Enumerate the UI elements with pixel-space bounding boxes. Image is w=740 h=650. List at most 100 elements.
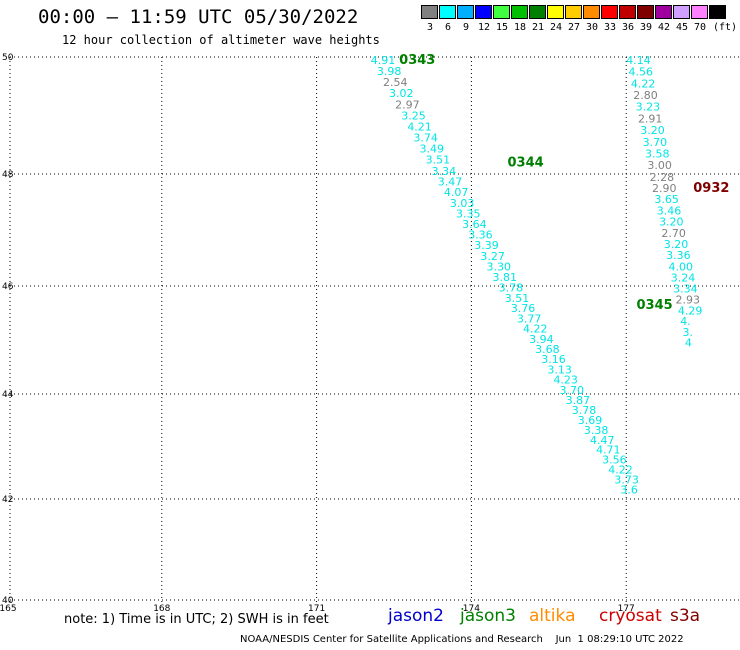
- satellite-label-altika: altika: [529, 606, 576, 626]
- swh-value: 4.56: [629, 66, 654, 79]
- color-swatch: [439, 5, 456, 19]
- color-swatch-label: 70: [693, 22, 707, 33]
- swh-value: 2.97: [395, 98, 420, 111]
- swh-value: 3.58: [645, 148, 670, 161]
- color-swatch-label: 18: [513, 22, 527, 33]
- pass-time-label: 0345: [637, 298, 673, 313]
- swh-value: 2.90: [652, 182, 677, 195]
- swh-value: 4.07: [444, 186, 469, 199]
- swh-value: 3.34: [432, 165, 457, 178]
- swh-value: 3.70: [643, 136, 668, 149]
- swh-value: 3.20: [664, 238, 689, 251]
- color-swatch-label: 33: [603, 22, 617, 33]
- swh-value: 3.94: [529, 333, 554, 346]
- swh-value: 4.00: [668, 260, 693, 273]
- lon-label: 165: [0, 604, 17, 614]
- swh-value: 3.74: [413, 132, 438, 145]
- swh-value: 4.47: [590, 434, 615, 447]
- swh-value: 3.25: [401, 109, 426, 122]
- swh-value: 3.81: [493, 271, 518, 284]
- color-swatch: [673, 5, 690, 19]
- satellite-label-cryosat: cryosat: [599, 606, 662, 626]
- swh-value: 3.27: [480, 250, 505, 263]
- swh-value: 3.70: [560, 384, 585, 397]
- swh-value: 3.02: [389, 87, 414, 100]
- swh-value: 3.13: [547, 363, 572, 376]
- altimeter-tracks: 4.913.982.543.022.973.254.213.743.493.51…: [371, 54, 703, 497]
- lat-label: 50: [2, 53, 14, 63]
- swh-value: 3.49: [419, 143, 444, 156]
- pass-time-label: 0344: [508, 155, 544, 170]
- swh-value: 3.65: [654, 193, 679, 206]
- page-subtitle: 12 hour collection of altimeter wave hei…: [62, 33, 380, 47]
- swh-value: 3.03: [450, 197, 475, 210]
- swh-value: 3.56: [602, 454, 627, 467]
- color-swatch: [529, 5, 546, 19]
- lat-label: 40: [2, 596, 14, 606]
- lon-label: 177: [618, 604, 635, 614]
- color-swatch: [655, 5, 672, 19]
- swh-value: 3.16: [541, 353, 566, 366]
- swh-value: 3.77: [517, 312, 542, 325]
- swh-value: 3.35: [456, 207, 481, 220]
- swh-value: 4.21: [407, 120, 432, 133]
- swh-value: 2.70: [661, 227, 686, 240]
- color-swatch: [619, 5, 636, 19]
- track-a: 4.913.982.543.022.973.254.213.743.493.51…: [371, 54, 639, 497]
- swh-value: 3.20: [640, 124, 665, 137]
- lon-label: 171: [308, 604, 325, 614]
- map-grid: [9, 56, 740, 603]
- swh-value: 2.28: [650, 171, 675, 184]
- lat-label: 48: [2, 170, 14, 180]
- color-swatch-label: 9: [462, 22, 470, 33]
- pass-time-label: 0932: [693, 181, 729, 196]
- color-swatch-label: 12: [477, 22, 491, 33]
- pass-time-label: 0343: [399, 53, 435, 68]
- swh-value: 4.71: [596, 444, 621, 457]
- color-swatch: [601, 5, 618, 19]
- credit-line: NOAA/NESDIS Center for Satellite Applica…: [240, 634, 684, 645]
- swh-value: 3.98: [377, 65, 402, 78]
- page-title: 00:00 – 11:59 UTC 05/30/2022: [38, 6, 359, 28]
- color-unit-label: (ft): [713, 22, 738, 33]
- swh-value: 3.: [683, 326, 694, 339]
- color-swatch-label: 27: [567, 22, 581, 33]
- swh-value: 3.69: [578, 414, 603, 427]
- swh-value: 4.14: [626, 54, 651, 67]
- swh-value: 3.00: [647, 159, 672, 172]
- color-swatch-label: 3: [426, 22, 434, 33]
- color-swatch: [583, 5, 600, 19]
- swh-value: 4.22: [631, 77, 656, 90]
- swh-value: 3.73: [614, 474, 639, 487]
- satellite-label-s3a: s3a: [670, 606, 701, 626]
- swh-value: 3.78: [572, 404, 597, 417]
- swh-value: 3.36: [468, 229, 493, 242]
- swh-value: 3.34: [673, 283, 698, 296]
- swh-value: 3.23: [636, 101, 661, 114]
- swh-value: 3.78: [499, 282, 523, 295]
- color-swatch: [421, 5, 438, 19]
- swh-value: 2.80: [633, 89, 658, 102]
- swh-value: 3.24: [671, 272, 696, 285]
- color-swatch-label: 42: [657, 22, 671, 33]
- swh-value: 3.36: [666, 249, 691, 262]
- swh-value: 3.39: [474, 239, 499, 252]
- track-b: 4.144.564.222.803.232.913.203.703.583.00…: [626, 54, 702, 350]
- color-swatch-label: 21: [531, 22, 545, 33]
- color-swatch: [691, 5, 708, 19]
- pass-time-labels: 0343 0344 0345 0932: [399, 53, 729, 313]
- swh-value: 3.38: [584, 424, 609, 437]
- color-swatch: [511, 5, 528, 19]
- color-swatch: [457, 5, 474, 19]
- color-swatch: [493, 5, 510, 19]
- swh-value: 3.30: [486, 260, 511, 273]
- swh-value: 3.47: [438, 176, 463, 189]
- swh-value: 4.29: [678, 304, 703, 317]
- color-swatch-label: 6: [444, 22, 452, 33]
- swh-value: 2.93: [676, 294, 701, 307]
- swh-value: 3.87: [566, 394, 591, 407]
- swh-value: 4.: [680, 315, 691, 328]
- color-swatch-label: 24: [549, 22, 563, 33]
